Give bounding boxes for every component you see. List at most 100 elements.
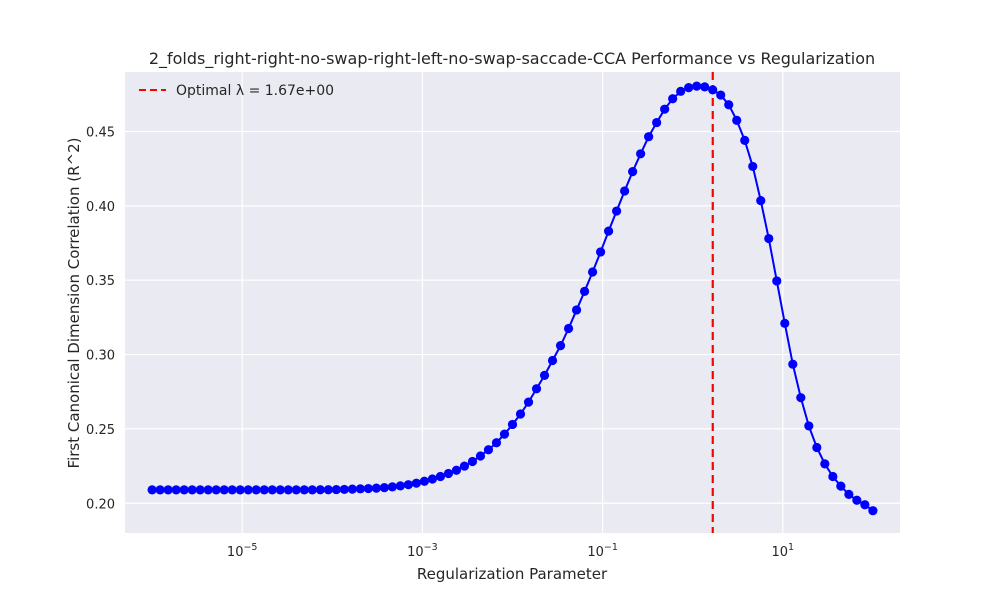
data-point — [363, 483, 373, 494]
data-point — [291, 485, 301, 495]
data-point — [451, 465, 462, 475]
data-point — [475, 451, 486, 461]
data-point — [195, 485, 205, 495]
data-point — [772, 276, 782, 286]
y-tick-label: 0.30 — [86, 349, 115, 364]
data-point — [652, 117, 662, 128]
data-point — [620, 186, 630, 196]
x-axis-label: Regularization Parameter — [417, 565, 608, 583]
data-point — [491, 438, 502, 448]
data-point — [531, 384, 542, 394]
series-layer — [147, 81, 878, 516]
data-point — [371, 483, 381, 493]
data-point — [427, 474, 438, 484]
legend-optimal-label: Optimal λ = 1.67e+00 — [176, 83, 334, 99]
data-point — [203, 485, 213, 495]
data-point — [860, 500, 870, 510]
data-point — [547, 355, 558, 366]
data-point — [595, 247, 606, 257]
data-point — [299, 485, 309, 495]
data-point — [708, 85, 718, 95]
data-point — [612, 206, 622, 216]
data-point — [483, 445, 494, 455]
data-point — [515, 409, 526, 419]
data-point — [211, 485, 221, 495]
x-ticks: 10−5 10−3 10−1 101 — [227, 542, 794, 560]
data-point — [692, 81, 702, 91]
data-point — [571, 305, 582, 315]
data-point — [644, 132, 654, 142]
data-point — [844, 489, 854, 499]
data-point — [716, 90, 726, 100]
x-tick-label: 10−1 — [587, 542, 618, 560]
data-point — [499, 429, 510, 439]
data-point — [660, 104, 670, 114]
data-point — [411, 478, 421, 488]
data-point — [219, 485, 229, 495]
data-point — [387, 482, 397, 492]
x-tick-label: 101 — [771, 542, 794, 560]
data-point — [323, 485, 333, 495]
data-point — [676, 86, 686, 96]
data-point — [820, 459, 830, 469]
data-point — [275, 485, 285, 495]
data-point — [379, 483, 389, 493]
y-tick-label: 0.45 — [86, 125, 115, 140]
data-point — [403, 480, 413, 490]
data-point — [700, 82, 710, 92]
data-point — [852, 495, 862, 505]
y-ticks: 0.20 0.25 0.30 0.35 0.40 0.45 — [86, 125, 115, 512]
data-point — [459, 461, 470, 471]
data-point — [628, 167, 638, 177]
data-point — [331, 484, 341, 495]
data-point — [147, 485, 157, 495]
data-point — [339, 484, 349, 495]
data-point — [587, 267, 598, 277]
data-point — [668, 94, 678, 104]
data-point — [579, 286, 590, 296]
data-point — [732, 115, 742, 125]
data-point — [283, 485, 293, 495]
x-tick-label: 10−3 — [407, 542, 438, 560]
data-point — [804, 421, 814, 431]
data-point — [563, 323, 574, 334]
data-point — [724, 100, 734, 110]
data-point — [868, 506, 878, 516]
data-point — [179, 485, 189, 495]
data-point — [507, 419, 518, 430]
data-point — [395, 481, 405, 491]
data-point — [443, 468, 454, 479]
y-tick-label: 0.25 — [86, 423, 115, 438]
legend: Optimal λ = 1.67e+00 — [139, 83, 334, 99]
data-point — [684, 83, 694, 93]
data-point — [171, 485, 181, 495]
data-point — [788, 359, 798, 369]
data-point — [836, 481, 846, 491]
data-point — [756, 196, 766, 206]
y-axis-label: First Canonical Dimension Correlation (R… — [65, 138, 83, 469]
data-point — [467, 456, 478, 467]
data-point — [796, 393, 806, 403]
data-point — [267, 485, 277, 495]
data-point — [780, 318, 790, 328]
y-tick-label: 0.40 — [86, 200, 115, 215]
data-point — [235, 485, 245, 495]
plot-area — [125, 72, 900, 533]
data-point — [812, 442, 822, 453]
x-tick-label: 10−5 — [227, 542, 258, 560]
data-point — [539, 370, 550, 380]
data-point — [636, 149, 646, 159]
data-point — [347, 484, 357, 494]
data-point — [315, 485, 325, 495]
data-point — [251, 485, 261, 495]
data-point — [555, 341, 566, 351]
y-tick-label: 0.35 — [86, 274, 115, 289]
data-point — [419, 476, 430, 486]
data-point — [187, 485, 197, 495]
y-tick-label: 0.20 — [86, 497, 115, 512]
chart-title: 2_folds_right-right-no-swap-right-left-n… — [149, 49, 875, 69]
data-point — [828, 471, 838, 482]
data-point — [748, 161, 758, 172]
